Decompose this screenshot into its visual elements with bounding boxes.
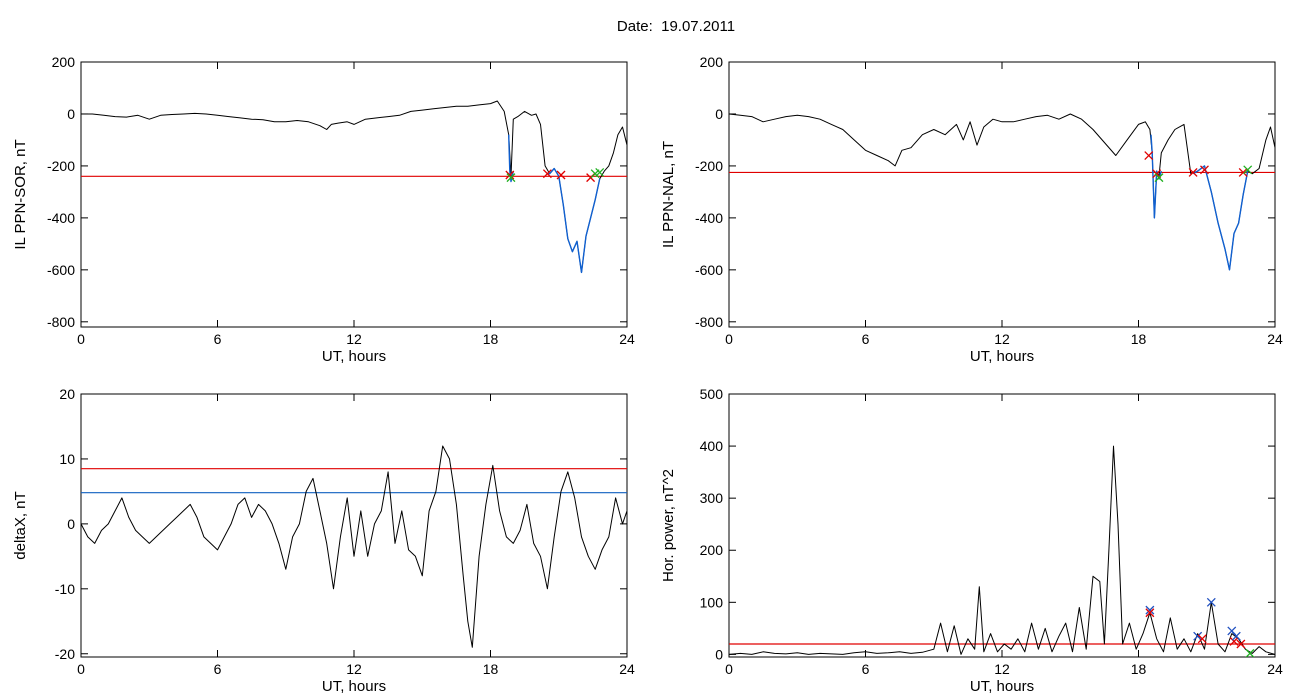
nal-ytick-label: -800 [695,314,723,330]
sor-ytick-label: -600 [47,262,75,278]
nal-event-marker [1154,173,1164,183]
panel-deltax: 0 6 12 18 24 20 10 0 -10 -20 UT, hours deltaX, nT [12,386,635,695]
power-ytick-label: 300 [700,490,724,506]
deltax-plot-area [81,445,627,648]
sor-xtick-label: 24 [619,331,635,347]
nal-ytick-label: 0 [715,106,723,122]
sor-x-axis-title: UT, hours [322,348,386,365]
sor-event-marker [542,169,552,179]
power-series-data [729,445,1275,655]
nal-y-axis-title: IL PPN-NAL, nT [660,141,677,248]
power-ytick-label: 500 [700,386,724,402]
sor-y-axis-title: IL PPN-SOR, nT [12,139,29,249]
nal-series-data [729,113,1275,271]
deltax-ytick-label: -20 [55,646,75,662]
power-ytick-label: 0 [715,646,723,662]
deltax-plot-frame [80,393,628,658]
power-xtick-label: 0 [725,661,733,677]
sor-series-data [81,100,627,273]
sor-plot-frame [80,61,628,328]
nal-ytick-label: 200 [700,54,724,70]
deltax-ytick-label: 10 [59,451,75,467]
nal-ytick-label: -200 [695,158,723,174]
sor-plot-area [81,100,627,274]
deltax-ytick-label: -10 [55,581,75,597]
nal-x-axis-title: UT, hours [970,348,1034,365]
power-xtick-label: 18 [1131,661,1147,677]
power-event-marker [1229,636,1239,646]
deltax-xtick-label: 6 [214,661,222,677]
sor-ytick-label: 0 [67,106,75,122]
power-x-axis-title: UT, hours [970,678,1034,695]
sor-ytick-label: -200 [47,158,75,174]
nal-event-marker [1238,167,1248,177]
power-event-marker [1193,631,1203,641]
deltax-ytick-label: 0 [67,516,75,532]
nal-xtick-label: 6 [862,331,870,347]
sor-ytick-label: 200 [52,54,76,70]
page-title: Date: 19.07.2011 [616,18,736,35]
power-plot-frame [728,393,1276,658]
sor-ytick-label: -400 [47,210,75,226]
power-plot-area [729,445,1275,657]
sor-event-marker [506,173,516,183]
nal-event-marker [1144,151,1154,160]
sor-xtick-label: 6 [214,331,222,347]
deltax-xtick-label: 24 [619,661,635,677]
power-event-marker [1245,648,1255,657]
nal-ytick-label: -600 [695,262,723,278]
nal-plot-frame [728,61,1276,328]
sor-series-highlight [508,134,514,183]
sor-xtick-label: 12 [346,331,362,347]
nal-series-highlight [1192,165,1249,271]
power-xtick-label: 12 [994,661,1010,677]
panel-sor: 0 6 12 18 24 200 0 -200 -400 -600 -800 UT, hours IL … [12,54,635,365]
nal-ytick-label: -400 [695,210,723,226]
power-event-marker [1236,639,1246,649]
deltax-xtick-label: 12 [346,661,362,677]
deltax-xtick-label: 18 [483,661,499,677]
deltax-ytick-label: 20 [59,386,75,402]
nal-plot-area [729,113,1275,271]
power-event-marker [1231,631,1241,641]
deltax-x-axis-title: UT, hours [322,678,386,695]
power-ytick-label: 400 [700,438,724,454]
sor-ytick-label: -800 [47,314,75,330]
power-event-marker [1145,605,1155,615]
panel-power: 0 6 12 18 24 500 400 300 200 100 0 UT, hours Hor. po… [660,386,1283,695]
nal-event-marker [1243,165,1253,175]
nal-xtick-label: 0 [725,331,733,347]
sor-event-marker [556,170,566,180]
nal-event-marker [1188,167,1198,177]
power-event-marker [1197,634,1207,644]
deltax-series-data [81,445,627,648]
power-y-axis-title: Hor. power, nT^2 [660,469,677,582]
panel-nal: 0 6 12 18 24 200 0 -200 -400 -600 -800 UT, hours IL … [660,54,1283,365]
deltax-xtick-label: 0 [77,661,85,677]
nal-xtick-label: 18 [1131,331,1147,347]
nal-event-marker [1200,165,1209,175]
power-event-marker [1145,608,1155,618]
power-xtick-label: 6 [862,661,870,677]
sor-xtick-label: 18 [483,331,499,347]
sor-event-marker [505,170,515,180]
power-ytick-label: 200 [700,542,724,558]
power-xtick-label: 24 [1267,661,1283,677]
deltax-y-axis-title: deltaX, nT [12,491,29,559]
sor-xtick-label: 0 [77,331,85,347]
nal-xtick-label: 24 [1267,331,1283,347]
sor-event-marker [595,167,605,177]
power-ytick-label: 100 [700,594,724,610]
nal-xtick-label: 12 [994,331,1010,347]
power-event-marker [1206,597,1216,607]
sor-series-highlight [547,167,601,274]
